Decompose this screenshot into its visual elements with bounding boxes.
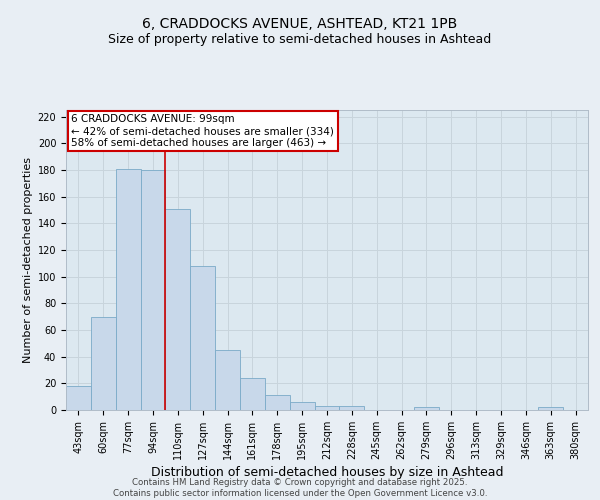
Bar	[240, 378, 265, 410]
X-axis label: Distribution of semi-detached houses by size in Ashtead: Distribution of semi-detached houses by …	[151, 466, 503, 479]
Bar	[66, 386, 91, 410]
Bar	[140, 170, 166, 410]
Bar	[290, 402, 314, 410]
Bar	[190, 266, 215, 410]
Bar	[91, 316, 116, 410]
Text: 6, CRADDOCKS AVENUE, ASHTEAD, KT21 1PB: 6, CRADDOCKS AVENUE, ASHTEAD, KT21 1PB	[142, 18, 458, 32]
Bar	[215, 350, 240, 410]
Y-axis label: Number of semi-detached properties: Number of semi-detached properties	[23, 157, 34, 363]
Bar	[265, 396, 290, 410]
Bar	[538, 408, 563, 410]
Bar	[314, 406, 340, 410]
Text: 6 CRADDOCKS AVENUE: 99sqm
← 42% of semi-detached houses are smaller (334)
58% of: 6 CRADDOCKS AVENUE: 99sqm ← 42% of semi-…	[71, 114, 334, 148]
Bar	[116, 168, 140, 410]
Text: Contains HM Land Registry data © Crown copyright and database right 2025.
Contai: Contains HM Land Registry data © Crown c…	[113, 478, 487, 498]
Bar	[166, 208, 190, 410]
Bar	[414, 408, 439, 410]
Bar	[340, 406, 364, 410]
Text: Size of property relative to semi-detached houses in Ashtead: Size of property relative to semi-detach…	[109, 32, 491, 46]
